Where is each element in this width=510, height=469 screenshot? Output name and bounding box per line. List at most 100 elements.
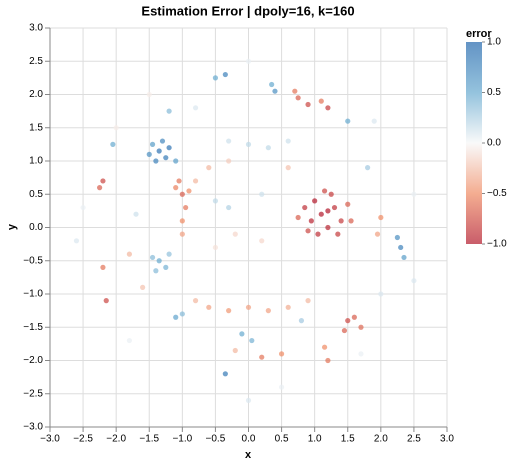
- x-tick-label: 1.5: [341, 434, 355, 445]
- point: [226, 308, 232, 314]
- point: [163, 155, 169, 161]
- point: [179, 311, 185, 317]
- point: [173, 314, 179, 320]
- point: [149, 254, 156, 261]
- point: [159, 138, 166, 144]
- point: [126, 251, 132, 257]
- point: [179, 231, 185, 237]
- point: [305, 298, 311, 304]
- legend-tick-label: −1.0: [487, 239, 507, 250]
- x-tick-label: −1.5: [139, 434, 159, 445]
- x-axis-title: x: [245, 449, 252, 461]
- point: [345, 318, 351, 324]
- point: [394, 234, 400, 241]
- legend-tick-label: 1.0: [487, 37, 501, 48]
- point: [259, 354, 265, 360]
- point: [192, 105, 199, 111]
- legend: 1.0 0.5 0.0 −0.5 −1.0: [466, 37, 507, 250]
- point: [398, 244, 404, 251]
- point: [305, 101, 311, 108]
- point: [292, 88, 298, 94]
- grid: [49, 27, 448, 428]
- x-tick-label: 2.5: [407, 434, 421, 445]
- point: [335, 231, 341, 237]
- point: [278, 351, 285, 357]
- point: [222, 371, 228, 377]
- point: [173, 158, 179, 164]
- point: [232, 231, 238, 237]
- point: [365, 165, 371, 171]
- point: [302, 204, 308, 211]
- legend-tick-label: 0.5: [487, 87, 501, 98]
- point: [312, 198, 318, 204]
- point: [73, 238, 80, 244]
- point: [358, 351, 364, 357]
- point: [374, 231, 381, 237]
- point: [321, 188, 328, 194]
- point: [259, 191, 265, 197]
- point: [133, 211, 139, 217]
- point: [285, 304, 291, 310]
- y-tick-label: 1.0: [29, 156, 43, 167]
- point: [318, 98, 324, 104]
- x-tick-label: −2.0: [106, 434, 126, 445]
- point: [192, 298, 199, 304]
- point: [338, 218, 344, 224]
- y-tick-label: 0.0: [29, 222, 43, 233]
- points: [73, 58, 417, 403]
- point: [378, 291, 384, 297]
- point: [245, 58, 252, 64]
- point: [378, 214, 384, 221]
- point: [245, 304, 252, 310]
- y-tick-label: 2.0: [29, 89, 43, 100]
- point: [156, 258, 162, 264]
- point: [222, 71, 228, 78]
- point: [153, 268, 159, 274]
- point: [318, 211, 324, 217]
- point: [285, 138, 291, 144]
- point: [259, 238, 265, 244]
- point: [80, 204, 86, 211]
- point: [325, 105, 331, 111]
- point: [325, 357, 331, 364]
- x-tick-label: 2.0: [374, 434, 388, 445]
- chart-title: Estimation Error | dpoly=16, k=160: [141, 3, 354, 18]
- point: [269, 81, 275, 88]
- point: [308, 218, 314, 224]
- x-tick-label: −0.5: [206, 434, 226, 445]
- point: [341, 327, 348, 334]
- point: [192, 178, 199, 184]
- point: [163, 264, 169, 270]
- point: [265, 145, 271, 151]
- y-axis-title: y: [6, 223, 18, 230]
- point: [100, 264, 106, 270]
- point: [156, 148, 162, 154]
- point: [166, 251, 172, 257]
- point: [331, 204, 338, 211]
- legend-tick-label: −0.5: [487, 188, 507, 199]
- point: [126, 337, 132, 344]
- point: [226, 138, 232, 144]
- legend-title: error: [466, 28, 492, 40]
- legend-gradient: [466, 42, 482, 244]
- point: [146, 151, 152, 157]
- point: [358, 324, 364, 330]
- point: [186, 188, 192, 194]
- y-tick-label: −2.0: [23, 355, 43, 366]
- y-tick-label: −1.0: [23, 289, 43, 300]
- point: [411, 191, 417, 197]
- point: [140, 284, 146, 290]
- point: [153, 158, 159, 164]
- y-tick-label: −3.0: [23, 422, 43, 433]
- point: [298, 318, 305, 324]
- x-tick-label: −1.0: [172, 434, 192, 445]
- y-tick-label: 0.5: [29, 189, 43, 200]
- point: [212, 75, 219, 81]
- point: [97, 185, 103, 191]
- point: [348, 218, 354, 224]
- point: [232, 347, 238, 354]
- point: [315, 231, 321, 237]
- point: [351, 314, 357, 320]
- point: [226, 158, 232, 164]
